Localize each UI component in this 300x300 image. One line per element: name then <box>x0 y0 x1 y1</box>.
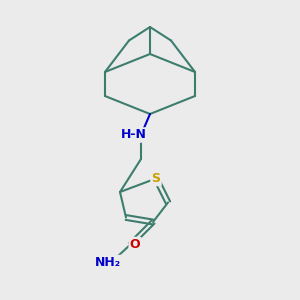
Text: NH₂: NH₂ <box>95 256 121 269</box>
Text: S: S <box>152 172 160 185</box>
Text: O: O <box>130 238 140 251</box>
Text: H-N: H-N <box>121 128 146 142</box>
